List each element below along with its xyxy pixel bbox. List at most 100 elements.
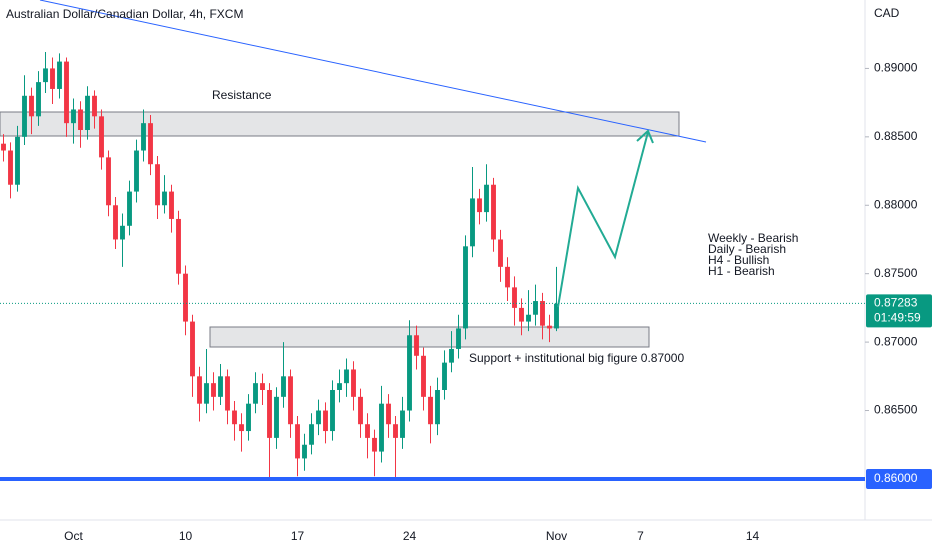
candle-body <box>316 410 321 425</box>
projection-path <box>557 131 649 308</box>
candle-body <box>211 383 216 397</box>
level-tag <box>866 468 932 489</box>
x-tick-label: 17 <box>291 529 305 543</box>
candle-body <box>330 390 335 432</box>
candle-body <box>162 191 167 206</box>
candle-body <box>372 437 377 452</box>
trend-line <box>39 0 707 143</box>
candle-body <box>519 307 524 322</box>
y-tick-label: 0.87000 <box>874 334 918 348</box>
candle-body <box>533 301 538 315</box>
candle-body <box>155 164 160 206</box>
candle-body <box>99 116 104 158</box>
candle-body <box>358 396 363 425</box>
candle-body <box>57 61 62 89</box>
candle-body <box>197 376 202 404</box>
countdown-label: 01:49:59 <box>874 311 921 325</box>
candle-body <box>540 301 545 326</box>
y-tick-label: 0.88500 <box>874 129 918 143</box>
x-tick-label: Oct <box>64 529 83 543</box>
candle-body <box>190 321 195 377</box>
candle-body <box>43 68 48 83</box>
candle-body <box>295 424 300 459</box>
candle-body <box>428 396 433 425</box>
candle-body <box>267 390 272 438</box>
candle-body <box>323 410 328 432</box>
candle-body <box>85 95 90 130</box>
candle-body <box>232 410 237 425</box>
candle-body <box>498 239 503 267</box>
candle-body <box>113 205 118 240</box>
y-tick-label: 0.88000 <box>874 197 918 211</box>
candle-body <box>414 335 419 356</box>
candle-body <box>547 325 552 329</box>
candle-body <box>183 273 188 322</box>
candle-body <box>127 191 132 226</box>
candle-body <box>309 424 314 445</box>
candle-body <box>386 403 391 425</box>
resistance-label: Resistance <box>212 88 272 102</box>
candle-body <box>169 191 174 219</box>
candle-body <box>50 68 55 89</box>
chart-title: Australian Dollar/Canadian Dollar, 4h, F… <box>6 7 243 21</box>
candle-body <box>393 424 398 438</box>
bias-label: H4 - Bullish <box>708 253 769 267</box>
candle-body <box>442 362 447 390</box>
bias-label: Weekly - Bearish <box>708 231 798 245</box>
x-tick-label: 7 <box>637 529 644 543</box>
candle-body <box>421 355 426 397</box>
resistance-zone <box>0 111 680 137</box>
candle-body <box>120 225 125 240</box>
candle-body <box>134 150 139 192</box>
candle-body <box>400 410 405 438</box>
candle-body <box>351 369 356 397</box>
support-zone <box>209 326 650 348</box>
candle-body <box>15 136 20 185</box>
currency-label: CAD <box>874 6 900 20</box>
candle-body <box>225 376 230 411</box>
candle-body <box>484 184 489 213</box>
candle-body <box>1 143 6 151</box>
candle-body <box>78 109 83 130</box>
candle-body <box>218 376 223 397</box>
candle-body <box>512 287 517 308</box>
candle-body <box>470 198 475 247</box>
candle-body <box>22 95 27 137</box>
bias-label: Daily - Bearish <box>708 242 786 256</box>
candle-body <box>463 246 468 329</box>
y-tick-label: 0.89000 <box>874 61 918 75</box>
candle-body <box>239 424 244 432</box>
x-tick-label: 10 <box>179 529 193 543</box>
candle-body <box>36 82 41 117</box>
candle-body <box>253 383 258 404</box>
candle-body <box>29 95 34 117</box>
candle-body <box>260 383 265 390</box>
candle-body <box>554 303 559 329</box>
candle-body <box>526 314 531 322</box>
candle-body <box>246 403 251 432</box>
candle-body <box>456 328 461 349</box>
support-label: Support + institutional big figure 0.870… <box>469 351 684 365</box>
candle-body <box>92 95 97 117</box>
x-tick-label: 24 <box>403 529 417 543</box>
x-tick-label: 14 <box>746 529 760 543</box>
candle-body <box>176 218 181 274</box>
candle-body <box>281 376 286 397</box>
x-tick-label: Nov <box>546 529 567 543</box>
candle-body <box>288 376 293 425</box>
candles <box>1 52 559 479</box>
candle-body <box>337 383 342 390</box>
candle-body <box>477 198 482 213</box>
candle-body <box>365 424 370 438</box>
candle-body <box>204 383 209 404</box>
y-tick-label: 0.86500 <box>874 403 918 417</box>
candle-body <box>505 266 510 288</box>
candle-body <box>435 390 440 425</box>
last-price-tag <box>866 294 932 328</box>
candle-body <box>8 150 13 185</box>
level-tag-label: 0.86000 <box>874 471 918 485</box>
candle-body <box>379 403 384 452</box>
candle-body <box>344 369 349 384</box>
candle-body <box>141 123 146 151</box>
